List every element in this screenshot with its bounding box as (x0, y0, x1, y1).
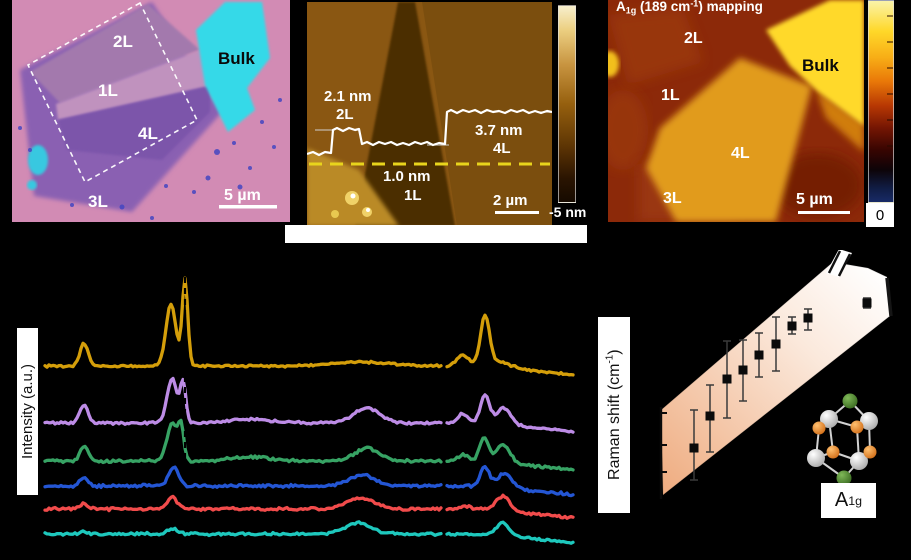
mapping-label-2l: 2L (684, 30, 703, 47)
raman-spectra-plot (43, 266, 575, 545)
spectra-curves (43, 276, 575, 545)
spectrum-red (43, 493, 575, 520)
scatter-ylabel: Raman shift (cm-1) (604, 349, 623, 481)
colorbar-tick (887, 67, 893, 69)
spectrum-purple (43, 376, 575, 434)
dark-specks (18, 98, 282, 220)
data-point-square (787, 321, 797, 331)
mapping-label-1l: 1L (661, 87, 680, 104)
afm-height-colorbar (558, 5, 576, 203)
bulk-flake-region (196, 2, 270, 132)
mapping-title: A1g (189 cm-1) mapping (616, 0, 763, 16)
optical-label-3l: 3L (88, 192, 108, 211)
data-point-square (771, 339, 781, 349)
data-point-square (862, 298, 872, 308)
afm-bright-spot (366, 208, 370, 212)
mapping-scale-bar (798, 211, 850, 214)
mapping-label-bulk: Bulk (802, 56, 839, 75)
mapping-intensity-colorbar (868, 0, 894, 203)
afm-dark-wedge (355, 2, 455, 226)
mapping-bulk-arm (816, 90, 864, 152)
scatter-data-points (689, 297, 872, 481)
afm-colorbar-min-label: -5 nm (549, 204, 587, 220)
crystal-structure-illustration (807, 393, 878, 486)
afm-scale-bar-label: 2 µm (493, 192, 528, 209)
mapping-bulk-region (766, 0, 864, 126)
optical-label-1l: 1L (98, 81, 118, 100)
colorbar-tick (887, 119, 893, 121)
axis-break-slash-icon (827, 250, 842, 274)
axis-break-slash-icon (837, 253, 852, 277)
flake-2l-region (30, 4, 200, 103)
band-right-cap (885, 277, 893, 317)
data-point-square (754, 350, 764, 360)
white-strip (285, 225, 587, 243)
afm-bright-spot (331, 210, 339, 218)
mapping-4l-band (646, 58, 812, 222)
data-point-square (705, 411, 715, 421)
afm-step-1l-label: 1L (404, 187, 422, 204)
afm-step-4l-value: 3.7 nm (475, 122, 523, 139)
afm-bright-spot (350, 193, 356, 199)
a1g-mode-label: A 1g (821, 483, 876, 518)
mapping-label-4l: 4L (731, 145, 750, 162)
optical-label-4l: 4L (138, 124, 158, 143)
optical-image-panel: 2L 1L 4L 3L Bulk 5 µm (12, 0, 290, 222)
spectrum-cyan (43, 520, 575, 545)
colorbar-tick (887, 15, 893, 17)
spectrum-top-gold (43, 276, 575, 377)
halide-atoms (836, 393, 858, 486)
mapping-dark-patch (773, 153, 863, 217)
mapping-bright-spot (608, 51, 619, 77)
debris-blob (28, 145, 48, 175)
chalcogen-atoms (812, 420, 877, 459)
scatter-ylabel-box: Raman shift (cm-1) (598, 317, 630, 513)
mapping-area-dashed-box (26, 1, 199, 184)
colorbar-tick (887, 145, 893, 147)
afm-image-panel: 2.1 nm 2L 3.7 nm 4L 1.0 nm 1L 2 µm (307, 2, 552, 226)
raman-mapping-panel: A1g (189 cm-1) mapping 2L 1L 4L 3L Bulk … (608, 0, 864, 222)
colorbar-tick (887, 93, 893, 95)
colorbar-tick (887, 41, 893, 43)
optical-scale-bar-label: 5 µm (224, 187, 261, 204)
spectra-ylabel-box: Intensity (a.u.) (17, 328, 38, 495)
afm-height-profile-trace (307, 108, 552, 157)
flake-4l-region (58, 86, 210, 160)
afm-step-2l-label: 2L (336, 106, 354, 123)
afm-4l-terrace (422, 2, 552, 226)
afm-step-4l-label: 4L (493, 140, 511, 157)
scatter-axis-ticks (661, 412, 667, 473)
data-point-square (689, 443, 699, 453)
mapping-scale-bar-label: 5 µm (796, 191, 833, 208)
axis-break-gap (826, 250, 852, 277)
spectra-ylabel: Intensity (a.u.) (19, 363, 37, 460)
data-point-square (722, 374, 732, 384)
afm-step-1l-value: 1.0 nm (383, 168, 431, 185)
afm-thick-gold-region (307, 148, 399, 226)
spectrum-blue (43, 464, 575, 498)
mapping-label-3l: 3L (663, 190, 682, 207)
debris-blob (27, 180, 37, 190)
metal-atoms (807, 410, 878, 470)
spectrum-green (43, 418, 575, 472)
afm-scale-bar (495, 211, 539, 214)
data-point-square (803, 313, 813, 323)
optical-scale-bar (219, 205, 277, 209)
mapping-2l-patch (608, 8, 703, 85)
mapping-1l-patch (608, 90, 648, 170)
raman-shift-scatter-plot (659, 250, 893, 499)
mapping-colorbar-min-label: 0 (866, 203, 894, 227)
data-point-square (738, 365, 748, 375)
optical-label-bulk: Bulk (218, 49, 255, 68)
optical-label-2l: 2L (113, 32, 133, 51)
afm-step-2l-value: 2.1 nm (324, 88, 372, 105)
